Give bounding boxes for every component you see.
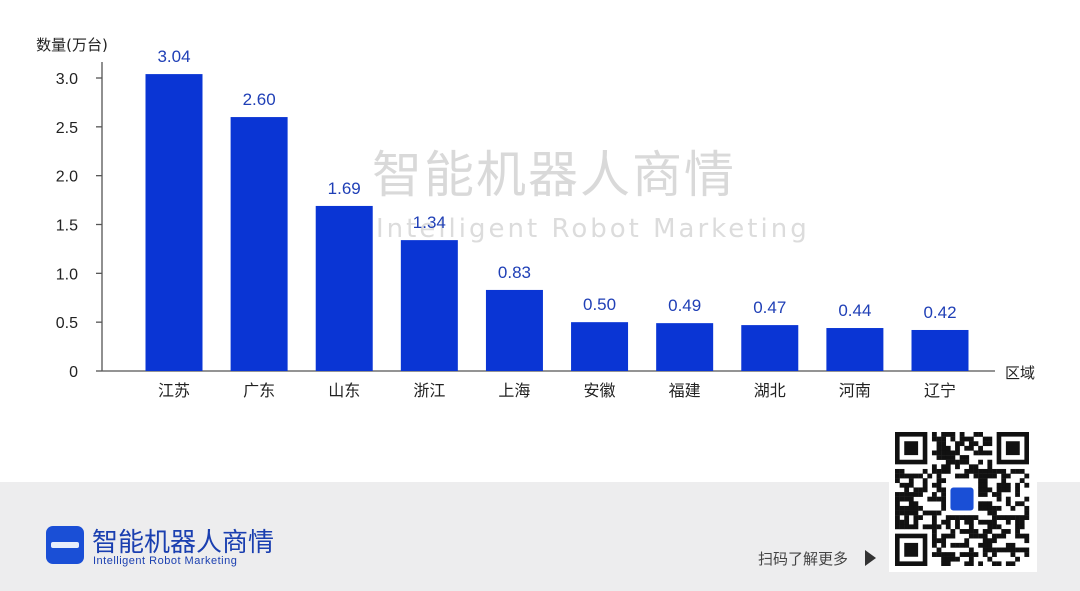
brand-logo-icon <box>46 526 84 564</box>
bar <box>400 240 458 371</box>
bar <box>315 205 373 371</box>
y-tick-label: 0.5 <box>56 315 78 332</box>
chart-area: 智能机器人商情 Intelligent Robot Marketing 0 0.5… <box>36 36 1036 400</box>
watermark-subtitle: Intelligent Robot Marketing <box>376 214 810 244</box>
qr-code-icon <box>895 432 1030 566</box>
y-tick-label: 0 <box>69 364 78 381</box>
x-axis-title: 区域 <box>1005 364 1035 382</box>
bar <box>741 325 799 371</box>
data-label: 3.04 <box>157 47 190 66</box>
x-tick-label: 浙江 <box>413 381 445 400</box>
x-tick-label: 辽宁 <box>924 381 956 400</box>
bar-chart: 0 0.5 1.0 1.5 2.0 2.5 3.0 数量(万台) 区域 3.04 江苏 2.60 广东 1… <box>36 36 1035 400</box>
scan-prompt: 扫码了解更多 <box>758 550 849 568</box>
brand-name: 智能机器人商情 <box>92 528 275 558</box>
data-label: 0.42 <box>923 303 956 322</box>
qr-modules <box>895 432 1030 566</box>
data-label: 0.47 <box>753 298 786 317</box>
y-tick-label: 1.5 <box>56 218 78 235</box>
y-tick-label: 3.0 <box>56 71 78 88</box>
data-label: 0.44 <box>838 301 871 320</box>
x-tick-label: 上海 <box>498 381 530 400</box>
x-tick-label: 湖北 <box>754 381 786 400</box>
bar <box>571 322 629 371</box>
y-tick-label: 2.5 <box>56 120 78 137</box>
qr-code[interactable] <box>889 426 1037 572</box>
bar <box>656 323 714 371</box>
x-tick-label: 山东 <box>328 381 360 400</box>
data-label: 1.34 <box>413 213 446 232</box>
qr-center-logo-icon <box>950 487 974 511</box>
x-tick-label: 河南 <box>839 381 871 400</box>
data-label: 0.50 <box>583 295 616 314</box>
data-label: 0.83 <box>498 263 531 282</box>
play-arrow-icon <box>865 550 876 566</box>
bar <box>145 74 203 372</box>
data-label: 0.49 <box>668 296 701 315</box>
x-tick-label: 广东 <box>243 381 275 400</box>
x-tick-label: 安徽 <box>584 381 616 400</box>
bar <box>485 289 543 371</box>
brand-subtitle: Intelligent Robot Marketing <box>93 555 238 567</box>
y-axis-title: 数量(万台) <box>36 36 108 54</box>
data-label: 2.60 <box>243 90 276 109</box>
x-tick-label: 江苏 <box>158 381 190 400</box>
watermark-title: 智能机器人商情 <box>372 146 736 204</box>
x-tick-label: 福建 <box>669 381 701 400</box>
y-tick-label: 1.0 <box>56 266 78 283</box>
bar <box>826 328 884 371</box>
y-tick-label: 2.0 <box>56 169 78 186</box>
data-label: 1.69 <box>328 179 361 198</box>
bar <box>230 117 288 371</box>
bar <box>911 329 969 371</box>
